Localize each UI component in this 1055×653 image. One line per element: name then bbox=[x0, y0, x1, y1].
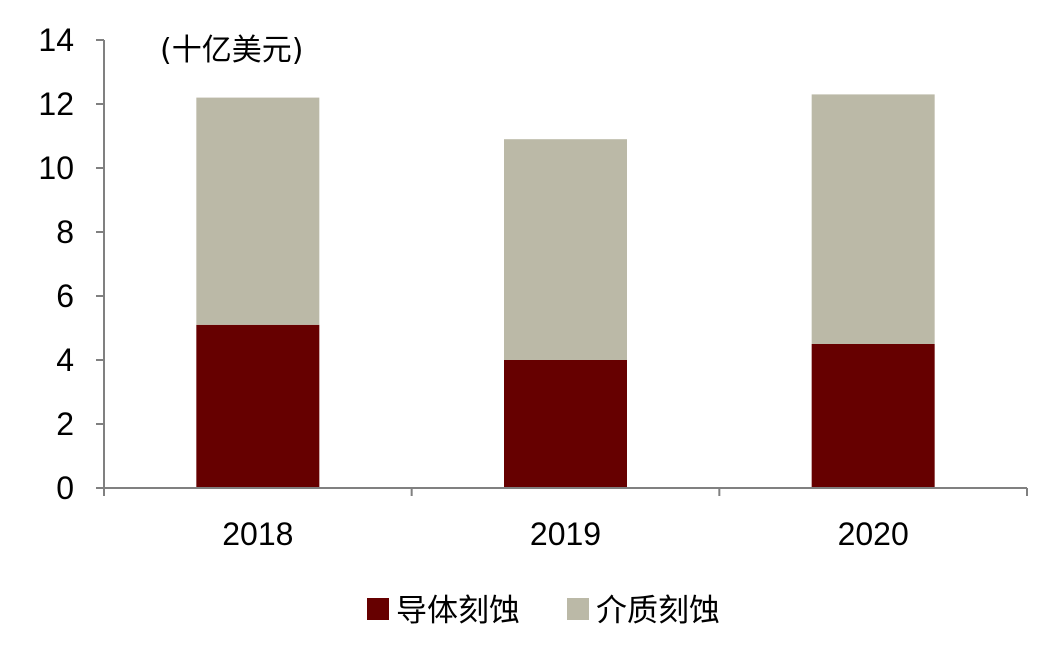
y-tick-label: 12 bbox=[38, 86, 74, 122]
unit-label: (十亿美元) bbox=[160, 33, 303, 68]
legend-label: 导体刻蚀 bbox=[396, 593, 520, 629]
x-tick-label: 2020 bbox=[838, 516, 909, 552]
legend-swatch bbox=[567, 598, 589, 620]
y-tick-label: 0 bbox=[56, 470, 74, 506]
plot-area bbox=[196, 94, 935, 488]
y-tick-label: 8 bbox=[56, 214, 74, 250]
x-axis-ticks: 2018 2019 2020 bbox=[103, 488, 1028, 552]
y-tick-label: 6 bbox=[56, 278, 74, 314]
bar-conductor-etch bbox=[504, 360, 627, 488]
y-tick-label: 4 bbox=[56, 342, 74, 378]
legend-label: 介质刻蚀 bbox=[596, 593, 720, 629]
bar-dielectric-etch bbox=[504, 139, 627, 360]
bar-conductor-etch bbox=[811, 344, 935, 488]
y-tick-label: 2 bbox=[56, 406, 74, 442]
x-tick-label: 2019 bbox=[530, 516, 601, 552]
bar-dielectric-etch bbox=[811, 94, 935, 345]
x-tick-label: 2018 bbox=[222, 516, 293, 552]
legend-swatch bbox=[367, 598, 389, 620]
y-axis-ticks: 0 2 4 6 8 10 12 14 bbox=[38, 22, 104, 506]
bar-conductor-etch bbox=[196, 324, 320, 488]
y-tick-label: 14 bbox=[38, 22, 74, 58]
legend: 导体刻蚀 介质刻蚀 bbox=[367, 593, 720, 629]
y-tick-label: 10 bbox=[38, 150, 74, 186]
bar-dielectric-etch bbox=[196, 97, 320, 325]
